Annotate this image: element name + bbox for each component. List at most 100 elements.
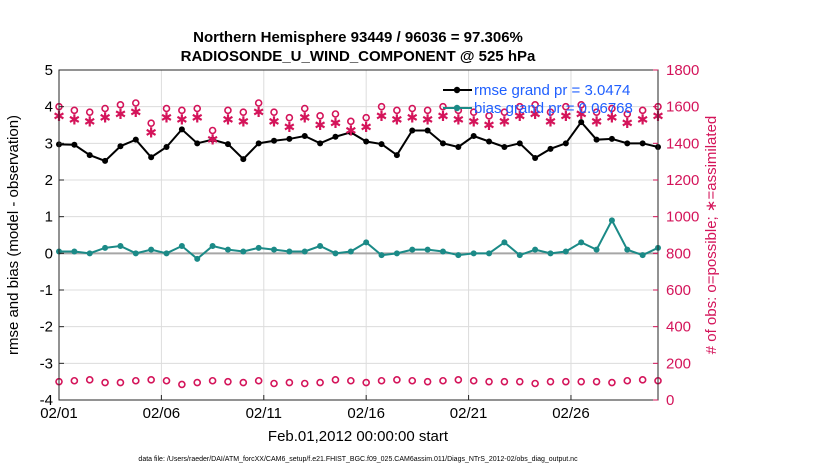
series-point [102,157,109,164]
series-point [470,133,477,139]
obs-assimilated-marker: ✱ [176,113,188,129]
obs-assimilated-marker: ✱ [514,109,526,125]
obs-assimilated-marker: ✱ [207,133,219,149]
obs-possible-marker [285,113,294,122]
series-point [593,136,600,143]
obs-assimilated-marker: ✱ [591,114,603,130]
obs-possible-marker [531,379,539,388]
x-tick-label: 02/16 [347,405,385,422]
series-point [439,248,446,255]
obs-assimilated-marker: ✱ [115,107,127,123]
obs-assimilated-marker: ✱ [406,111,418,127]
series-point [194,140,201,147]
series-point [424,246,431,253]
x-tick-label: 02/11 [246,405,282,422]
y-right-tick-label: 1400 [666,135,699,152]
series-point [317,243,324,249]
y-right-tick-label: 400 [666,319,691,336]
y-axis-right: 0 200 400 600 800 1000 1200 1400 1600 1800 [653,62,699,409]
obs-possible-marker [162,376,171,385]
series-point [71,248,78,255]
obs-assimilated-marker: ✱ [483,118,495,134]
obs-possible-marker [347,117,355,126]
series-point [409,127,416,134]
obs-possible-marker [270,108,278,116]
obs-assimilated-marker: ✱ [253,105,265,121]
y-right-tick-label: 800 [666,245,691,262]
obs-possible-marker [623,110,632,118]
obs-possible-marker [101,378,109,387]
x-axis: 02/01 02/06 02/11 02/16 02/21 02/26 [40,395,590,422]
y-axis-left-label: rmse and bias (model - observation) [5,115,22,355]
y-left-tick-label: -4 [40,392,53,409]
y-left-tick-label: -1 [40,282,53,299]
series-point [286,135,293,142]
obs-possible-marker [608,104,616,113]
obs-assimilated-marker: ✱ [268,114,280,130]
y-right-tick-label: 1800 [666,62,699,79]
obs-assimilated-marker: ✱ [299,111,311,127]
obs-assimilated-marker: ✱ [130,105,142,121]
series-point [240,156,247,163]
y-right-tick-label: 0 [666,392,674,409]
chart-subtitle: RADIOSONDE_U_WIND_COMPONENT @ 525 hPa [181,48,536,65]
series-point [470,250,477,257]
obs-possible-marker [193,378,202,387]
series-point [255,244,262,251]
obs-possible-marker [408,376,417,385]
obs-assimilated-marker: ✱ [529,107,541,123]
series-point [624,246,631,253]
obs-possible-marker [178,106,186,115]
obs-possible-marker [439,102,447,111]
obs-possible-marker [224,106,232,115]
obs-possible-marker [254,99,263,107]
y-right-tick-label: 600 [666,282,691,299]
series-point [409,246,416,253]
series-point [347,129,354,136]
series-point [332,133,339,140]
series-point [255,140,262,147]
y-left-tick-label: 5 [45,62,53,79]
obs-possible-marker [562,377,570,386]
series-point [547,145,554,152]
series-point [194,255,201,262]
obs-possible-marker [562,102,570,111]
obs-assimilated-marker: ✱ [391,113,403,129]
obs-assimilated-marker: ✱ [452,113,464,129]
series-layer: ✱ ✱ ✱ ✱ ✱ ✱✱✱ ✱ ✱✱✱ ✱✱✱ ✱✱ ✱ ✱ ✱ ✱✱ ✱ ✱ ✱ ✱ ✱ ✱ ✱ ✱ ✱ ✱ ✱ ✱ ✱ ✱ ✱ ✱ ✱ ✱ [53,99,664,389]
series-point [240,248,247,255]
legend-bias-label: bias grand pr = 0.06768 [474,100,633,117]
obs-possible-marker [638,106,647,115]
obs-possible-marker [331,376,340,384]
obs-possible-marker [162,104,171,113]
y-left-tick-label: 0 [45,245,53,262]
series-point [317,140,324,147]
obs-possible-marker [85,108,94,116]
series-point [86,152,93,159]
obs-possible-marker [239,378,248,387]
obs-possible-marker [638,376,647,384]
obs-assimilated-marker: ✱ [499,114,511,130]
series-point [486,138,493,145]
obs-possible-marker [224,377,232,386]
obs-possible-marker [469,108,478,116]
obs-possible-marker [70,106,79,115]
series-point [393,152,400,159]
obs-possible-marker [592,377,601,386]
obs-possible-marker [300,104,309,113]
obs-possible-marker [85,376,94,384]
series-point [178,243,185,249]
series-point [132,136,139,143]
obs-possible-marker [423,106,432,115]
series-point [224,141,231,148]
obs-possible-marker [546,377,555,386]
series-point [547,250,554,257]
series-point [209,243,216,249]
obs-possible-marker [347,376,355,385]
obs-possible-marker [439,376,447,385]
obs-possible-marker [101,104,109,113]
obs-possible-marker [208,126,217,135]
obs-possible-marker [515,377,524,386]
series-point [608,217,615,224]
